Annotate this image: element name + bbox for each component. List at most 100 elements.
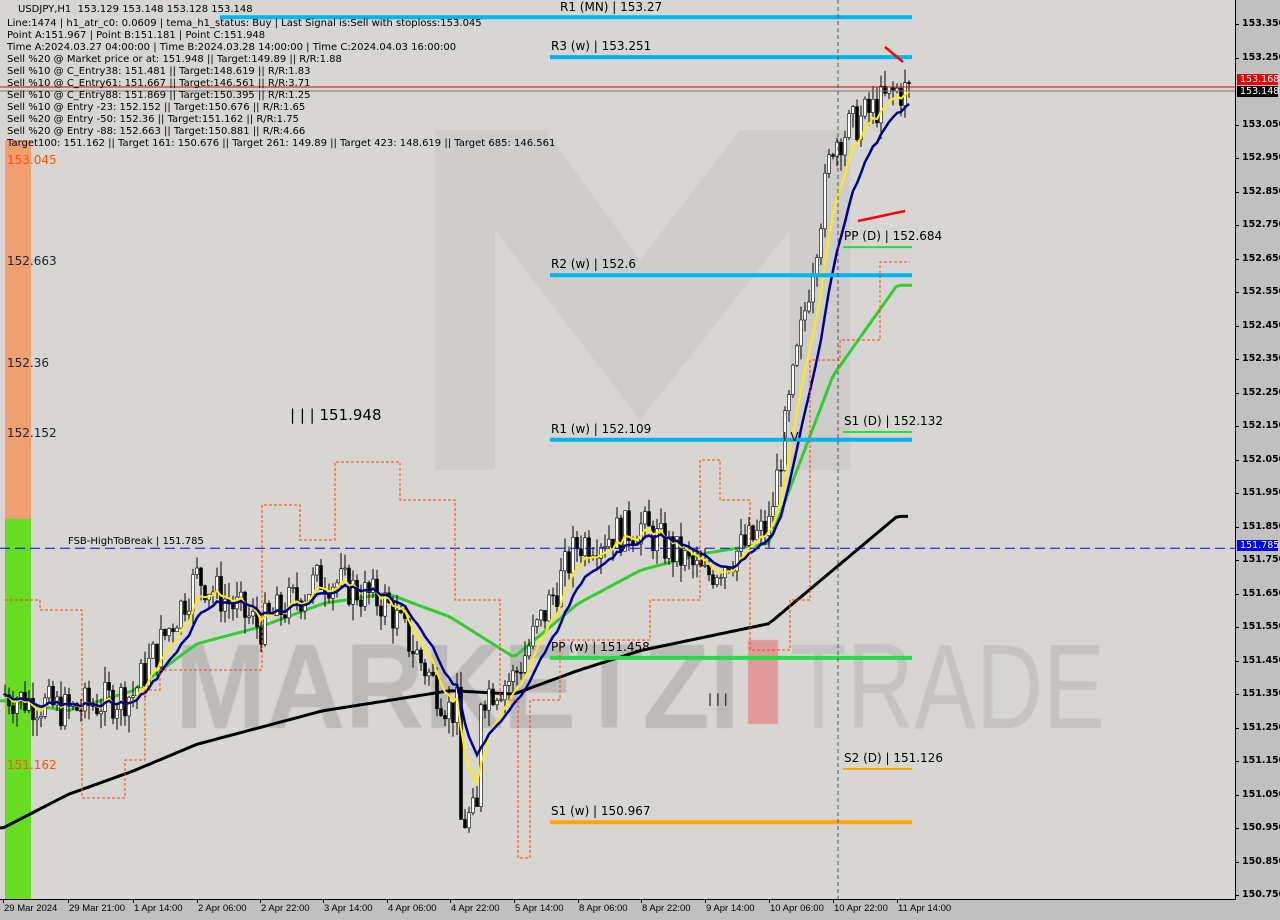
candle-body (663, 523, 667, 559)
candle-body (439, 708, 443, 716)
candle-body (423, 662, 427, 677)
candle-body (683, 550, 687, 566)
left-price-label: 153.045 (7, 153, 57, 167)
candle-body (107, 682, 111, 691)
candle-body (831, 154, 835, 157)
wave-annotation: I V (783, 430, 799, 444)
candle-body (527, 645, 531, 657)
y-axis-tick-label: 152.950 (1242, 152, 1280, 163)
candle-body (691, 555, 695, 566)
x-axis-tick-label: 29 Mar 2024 (4, 903, 58, 914)
candle-body (459, 686, 463, 820)
x-axis-tick-label: 9 Apr 14:00 (706, 903, 755, 914)
candle-body (471, 797, 475, 814)
y-axis-tick-label: 151.550 (1242, 621, 1280, 632)
candle-body (367, 582, 371, 593)
fsb-price-tag: 151.785 (1237, 540, 1279, 552)
candle-body (699, 560, 703, 567)
chart-plot-area[interactable] (0, 0, 1236, 900)
left-price-label: 152.663 (7, 254, 57, 268)
stoploss-trail-line (5, 261, 910, 859)
candle-body (587, 537, 591, 558)
candle-body (295, 587, 299, 602)
candle-body (555, 595, 559, 607)
y-axis-tick (1235, 57, 1239, 59)
candle-body (807, 301, 811, 312)
candle-body (839, 141, 843, 156)
trend-line-top (884, 46, 904, 63)
candle-body (711, 574, 715, 585)
y-axis-tick (1235, 627, 1239, 628)
pivot-level-label: S1 (D) | 152.132 (844, 414, 943, 429)
y-axis-tick (1235, 158, 1239, 159)
info-line: Sell %10 @ Entry -23: 152.152 || Target:… (7, 102, 306, 113)
candle-body (447, 701, 451, 720)
candle-body (551, 594, 555, 597)
candle-body (871, 98, 875, 113)
candle-body (399, 610, 403, 614)
x-axis-tick (133, 899, 134, 903)
y-axis-tick-label: 153.350 (1242, 18, 1280, 29)
candle-body (503, 685, 507, 700)
info-line: Sell %20 @ Market price or at: 151.948 |… (7, 54, 342, 65)
candle-body (123, 687, 127, 717)
x-axis-tick-label: 10 Apr 06:00 (770, 903, 824, 914)
x-axis-tick (641, 899, 642, 903)
y-axis-tick (1235, 560, 1239, 561)
sell-zone-bar (5, 140, 31, 519)
pivot-level-label: PP (w) | 151.458 (551, 639, 650, 654)
x-axis-tick-label: 3 Apr 14:00 (324, 903, 373, 914)
candle-body (703, 564, 707, 567)
candle-body (795, 345, 799, 366)
candle-body (535, 619, 539, 627)
candle-body (659, 523, 663, 529)
candle-body (247, 615, 251, 618)
candle-body (679, 536, 683, 566)
candle-body (791, 364, 795, 395)
x-axis-tick (578, 899, 579, 903)
candle-body (343, 567, 347, 570)
y-axis-tick-label: 151.250 (1242, 721, 1280, 733)
info-line: Point A:151.967 | Point B:151.181 | Poin… (7, 30, 266, 41)
candle-body (419, 649, 423, 664)
y-axis-tick-label: 152.150 (1242, 420, 1280, 431)
x-axis-tick-label: 8 Apr 22:00 (642, 903, 691, 914)
y-axis-tick-label: 151.050 (1242, 788, 1280, 800)
candle-body (151, 643, 155, 659)
y-axis-tick (1235, 124, 1239, 126)
candle-body (103, 682, 107, 712)
left-price-label: 151.162 (7, 758, 57, 772)
x-axis-tick-label: 5 Apr 14:00 (515, 903, 564, 914)
candle-body (867, 98, 871, 113)
y-axis-tick (1235, 325, 1239, 327)
x-axis-tick-label: 4 Apr 22:00 (451, 903, 500, 914)
candle-body (491, 688, 495, 706)
candle-body (799, 319, 803, 347)
y-axis-tick-label: 152.550 (1242, 286, 1280, 297)
candle-body (479, 704, 483, 807)
pivot-level-label: R2 (w) | 152.6 (551, 257, 636, 272)
candle-body (523, 655, 527, 673)
candle-body (31, 697, 35, 721)
candle-body (51, 686, 55, 706)
trend-line-bottom (857, 209, 906, 223)
candle-body (619, 517, 623, 552)
candle-body (179, 600, 183, 629)
info-line: Sell %10 @ C_Entry38: 151.481 || Target:… (7, 66, 311, 77)
candle-body (511, 670, 515, 682)
x-axis-tick (387, 899, 388, 903)
candle-body (83, 687, 87, 712)
candle-body (139, 663, 143, 689)
y-axis-tick-label: 152.850 (1242, 185, 1280, 197)
candle-body (811, 276, 815, 303)
candle-body (647, 511, 651, 527)
candle-body (267, 602, 271, 614)
candle-body (695, 560, 699, 566)
candle-body (383, 592, 387, 617)
pivot-level-label: PP (D) | 152.684 (844, 229, 943, 244)
y-axis-tick-label: 150.750 (1242, 889, 1280, 900)
candle-body (767, 516, 771, 536)
candle-body (291, 587, 295, 589)
x-axis-tick (769, 899, 770, 903)
yellow-moving-average (4, 90, 910, 787)
